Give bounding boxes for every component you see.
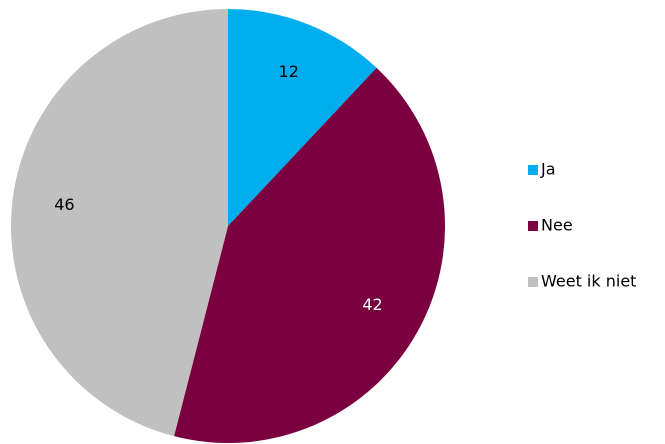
legend-item-ja: Ja <box>528 160 556 179</box>
slice-value-label-weet-ik-niet: 46 <box>54 195 74 214</box>
slice-value-label-nee: 42 <box>362 295 382 314</box>
pie-slices <box>10 9 446 444</box>
legend-swatch-nee <box>528 221 538 231</box>
legend-label-nee: Nee <box>541 216 573 235</box>
legend-swatch-ja <box>528 165 538 175</box>
pie-slice-weet-ik-niet <box>10 9 228 437</box>
legend: Ja Nee Weet ik niet <box>528 160 636 291</box>
pie-slice-ja <box>228 9 377 226</box>
legend-item-nee: Nee <box>528 216 573 235</box>
slice-value-label-ja: 12 <box>279 62 299 81</box>
pie-slice-nee <box>174 67 446 444</box>
slice-labels: 12 42 46 <box>54 62 382 314</box>
legend-swatch-weet-ik-niet <box>528 277 538 287</box>
legend-item-weet-ik-niet: Weet ik niet <box>528 272 636 291</box>
legend-label-weet-ik-niet: Weet ik niet <box>541 272 636 291</box>
legend-label-ja: Ja <box>540 160 556 179</box>
